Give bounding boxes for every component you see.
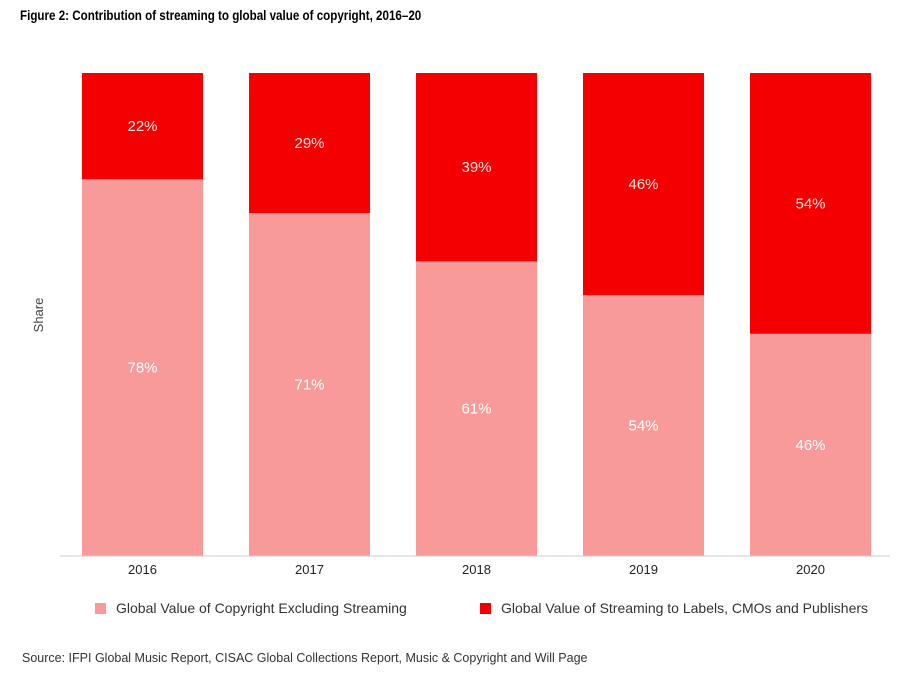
bar-excluding-streaming-2018 [416,261,537,556]
bar-streaming-2016 [82,73,203,180]
x-tick-label-2020: 2020 [796,562,825,577]
stacked-bar-chart: Share 78% 22% 71% 29% 61% 39% 54% 46% 46% 54% 201… [31,73,890,577]
bar-excluding-streaming-2019 [583,295,704,556]
bar-label-excluding-streaming-2018: 61% [461,401,491,418]
x-tick-labels: 2016 2017 2018 2019 2020 [128,562,825,577]
bar-streaming-2018 [416,73,537,262]
x-tick-label-2016: 2016 [128,562,157,577]
x-tick-label-2017: 2017 [295,562,324,577]
x-tick-label-2018: 2018 [462,562,491,577]
bar-label-streaming-2019: 46% [628,176,658,193]
legend-label-excluding-streaming: Global Value of Copyright Excluding Stre… [116,600,407,616]
bar-streaming-2017 [249,73,370,214]
bar-excluding-streaming-2020 [750,333,871,556]
bar-label-streaming-2016: 22% [127,118,157,135]
legend-swatch-excluding-streaming [95,602,106,614]
bars-group: 78% 22% 71% 29% 61% 39% 54% 46% 46% 54% [82,73,871,556]
legend-item-streaming: Global Value of Streaming to Labels, CMO… [480,600,868,616]
bar-label-excluding-streaming-2019: 54% [628,418,658,435]
bar-label-streaming-2018: 39% [461,159,491,176]
legend-label-streaming: Global Value of Streaming to Labels, CMO… [501,600,869,616]
bar-streaming-2020 [750,73,871,334]
source-note: Source: IFPI Global Music Report, CISAC … [22,651,588,665]
y-axis-label: Share [31,298,46,333]
bar-streaming-2019 [583,73,704,296]
legend-item-excluding-streaming: Global Value of Copyright Excluding Stre… [95,600,407,616]
bar-label-excluding-streaming-2016: 78% [127,360,157,377]
bar-label-streaming-2017: 29% [294,135,324,152]
bar-label-streaming-2020: 54% [795,195,825,212]
legend-swatch-streaming [480,602,491,614]
chart-title: Figure 2: Contribution of streaming to g… [20,8,422,23]
bar-label-excluding-streaming-2017: 71% [294,377,324,394]
bar-label-excluding-streaming-2020: 46% [795,437,825,454]
bar-excluding-streaming-2017 [249,213,370,556]
bar-excluding-streaming-2016 [82,179,203,556]
x-tick-label-2019: 2019 [629,562,658,577]
